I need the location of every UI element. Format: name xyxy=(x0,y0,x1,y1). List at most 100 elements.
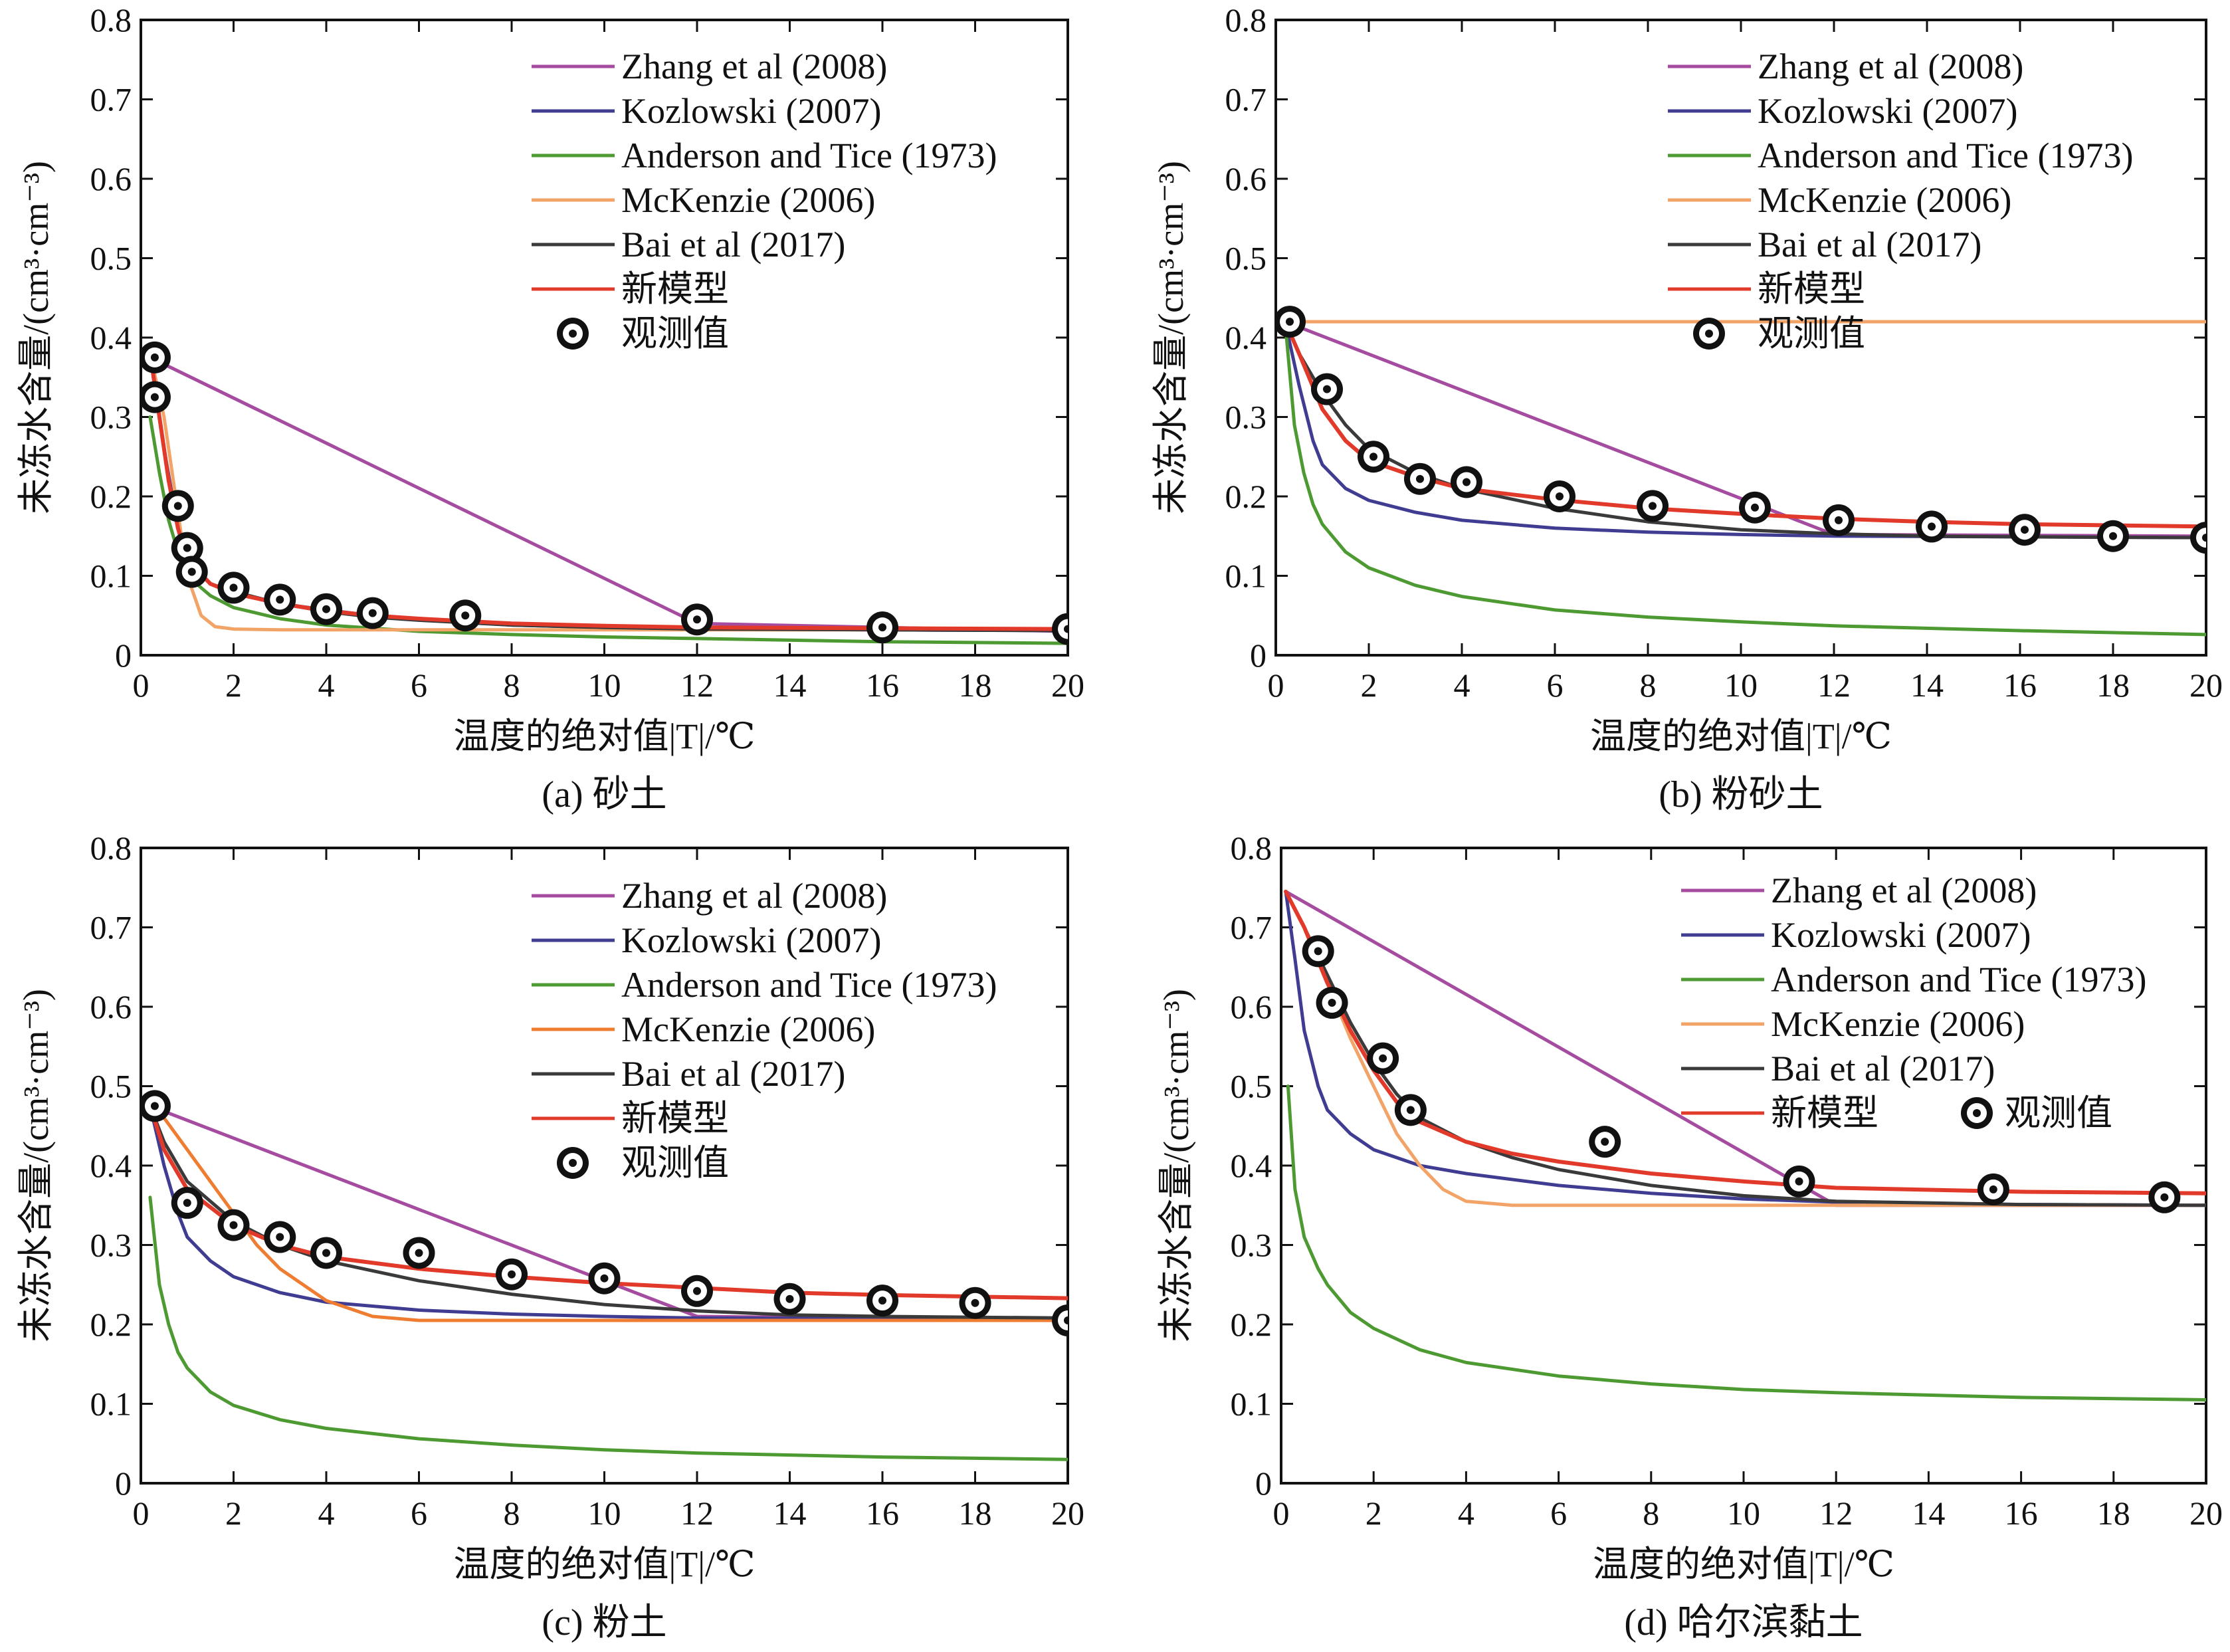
series-line-5 xyxy=(1284,890,2206,1207)
y-axis-label: 未冻水含量/(cm³·cm⁻³) xyxy=(16,161,56,514)
series-line-2 xyxy=(148,1104,1068,1322)
y-tick-label: 0.7 xyxy=(1225,81,1267,118)
y-tick-label: 0.3 xyxy=(90,399,132,436)
legend-label-4: McKenzie (2006) xyxy=(1758,180,2011,220)
y-tick-label: 0.7 xyxy=(90,81,132,118)
legend-label-2: Kozlowski (2007) xyxy=(1771,915,2031,955)
chart-panel-1: 0 2 4 6 8 10 12 14 16 18 20 0 0.1 0.2 0.3 0.4 0.5 0.6 0.7 0… xyxy=(16,1,1084,815)
legend: Zhang et al (2008)Kozlowski (2007)Anders… xyxy=(532,47,997,354)
x-tick-label: 12 xyxy=(1817,667,1851,704)
y-axis-label: 未冻水含量/(cm³·cm⁻³) xyxy=(16,989,56,1342)
observation-point xyxy=(403,1237,435,1269)
legend-label-4: McKenzie (2006) xyxy=(1771,1004,2025,1044)
observation-point xyxy=(310,593,342,625)
x-tick-label: 6 xyxy=(411,1495,427,1532)
observation-point xyxy=(1358,441,1389,473)
y-tick-label: 0.8 xyxy=(1225,1,1267,39)
observation-point xyxy=(264,583,296,616)
legend-label-6: 新模型 xyxy=(1771,1093,1878,1133)
observation-point xyxy=(175,556,208,588)
observation-point xyxy=(2190,522,2206,554)
plot-area xyxy=(1276,306,2206,637)
y-tick-label: 0.7 xyxy=(90,909,132,946)
y-tick-label: 0.4 xyxy=(1225,319,1267,356)
x-tick-label: 16 xyxy=(2005,1495,2038,1532)
observation-point xyxy=(1404,463,1436,495)
legend-label-observation: 观测值 xyxy=(1758,314,1865,354)
observation-point xyxy=(1276,306,1306,338)
x-tick-label: 0 xyxy=(133,1495,150,1532)
legend-label-observation: 观测值 xyxy=(621,314,729,354)
observation-point xyxy=(141,381,171,413)
observation-point xyxy=(310,1237,342,1269)
y-axis-label: 未冻水含量/(cm³·cm⁻³) xyxy=(1151,161,1191,514)
plot-area xyxy=(1284,889,2206,1401)
x-tick-label: 16 xyxy=(2003,667,2037,704)
y-tick-label: 0.1 xyxy=(1231,1386,1272,1423)
legend-label-1: Zhang et al (2008) xyxy=(1758,47,2023,86)
chart-panel-2: 0 2 4 6 8 10 12 14 16 18 20 0 0.1 0.2 0.3 0.4 0.5 0.6 0.7 0… xyxy=(1151,1,2223,815)
x-tick-label: 4 xyxy=(318,1495,335,1532)
observation-point xyxy=(866,1285,898,1317)
y-tick-label: 0.5 xyxy=(1225,240,1267,277)
legend-label-3: Anderson and Tice (1973) xyxy=(621,965,997,1005)
series-line-3 xyxy=(1286,1084,2206,1401)
x-tick-label: 18 xyxy=(959,667,992,704)
observation-point xyxy=(2097,520,2129,552)
x-tick-label: 2 xyxy=(225,1495,242,1532)
legend-label-3: Anderson and Tice (1973) xyxy=(1771,960,2146,999)
observation-point xyxy=(356,597,389,629)
observation-point xyxy=(1823,504,1855,536)
observation-point xyxy=(1739,491,1771,524)
observation-point xyxy=(1783,1165,1815,1197)
legend-label-1: Zhang et al (2008) xyxy=(621,47,887,86)
observation-point xyxy=(588,1262,621,1294)
series-line-3 xyxy=(148,1195,1068,1461)
y-axis-label: 未冻水含量/(cm³·cm⁻³) xyxy=(1156,989,1196,1342)
observation-point xyxy=(141,1090,171,1122)
y-tick-label: 0.1 xyxy=(90,1386,132,1423)
x-tick-label: 10 xyxy=(588,667,621,704)
legend-label-5: Bai et al (2017) xyxy=(1771,1049,1995,1088)
observation-point xyxy=(1544,480,1575,512)
legend-label-2: Kozlowski (2007) xyxy=(1758,91,2017,131)
x-tick-label: 12 xyxy=(680,667,714,704)
y-tick-label: 0.4 xyxy=(90,319,132,356)
legend-label-5: Bai et al (2017) xyxy=(621,1054,845,1094)
x-tick-label: 10 xyxy=(1724,667,1758,704)
plot-frame xyxy=(140,847,1069,1485)
legend-observation-symbol xyxy=(557,318,589,350)
x-tick-label: 4 xyxy=(1454,667,1470,704)
x-tick-label: 2 xyxy=(1361,667,1377,704)
x-tick-label: 14 xyxy=(773,667,807,704)
y-tick-label: 0.5 xyxy=(90,240,132,277)
legend-observation-symbol xyxy=(1693,318,1725,350)
y-tick-label: 0.3 xyxy=(1225,399,1267,436)
x-tick-label: 0 xyxy=(1268,667,1284,704)
series-line-6 xyxy=(1284,889,2206,1195)
legend: Zhang et al (2008)Kozlowski (2007)Anders… xyxy=(532,876,997,1183)
panel-caption: (b) 粉砂土 xyxy=(1659,774,1823,815)
series-line-3 xyxy=(148,415,1068,645)
x-tick-label: 2 xyxy=(1366,1495,1382,1532)
series-line-1 xyxy=(1284,890,2206,1207)
x-tick-label: 14 xyxy=(1912,1495,1945,1532)
x-tick-label: 20 xyxy=(2189,667,2223,704)
y-tick-label: 0.3 xyxy=(90,1227,132,1264)
observation-point xyxy=(264,1221,296,1253)
x-axis-label: 温度的绝对值|T|/℃ xyxy=(453,1544,755,1584)
observation-point xyxy=(2148,1181,2181,1213)
legend-observation-symbol xyxy=(557,1147,589,1179)
y-tick-label: 0.3 xyxy=(1231,1227,1272,1264)
observation-point xyxy=(217,1209,250,1241)
observation-point xyxy=(866,611,898,644)
observation-point xyxy=(959,1287,991,1319)
legend-label-1: Zhang et al (2008) xyxy=(1771,871,2037,910)
y-tick-label: 0.6 xyxy=(1225,160,1267,197)
observation-point xyxy=(1916,510,1948,543)
chart-panel-3: 0 2 4 6 8 10 12 14 16 18 20 0 0.1 0.2 0.3 0.4 0.5 0.6 0.7 0… xyxy=(16,829,1084,1643)
observation-point xyxy=(161,490,194,522)
y-tick-label: 0 xyxy=(1255,1465,1272,1502)
x-tick-label: 18 xyxy=(2097,1495,2130,1532)
